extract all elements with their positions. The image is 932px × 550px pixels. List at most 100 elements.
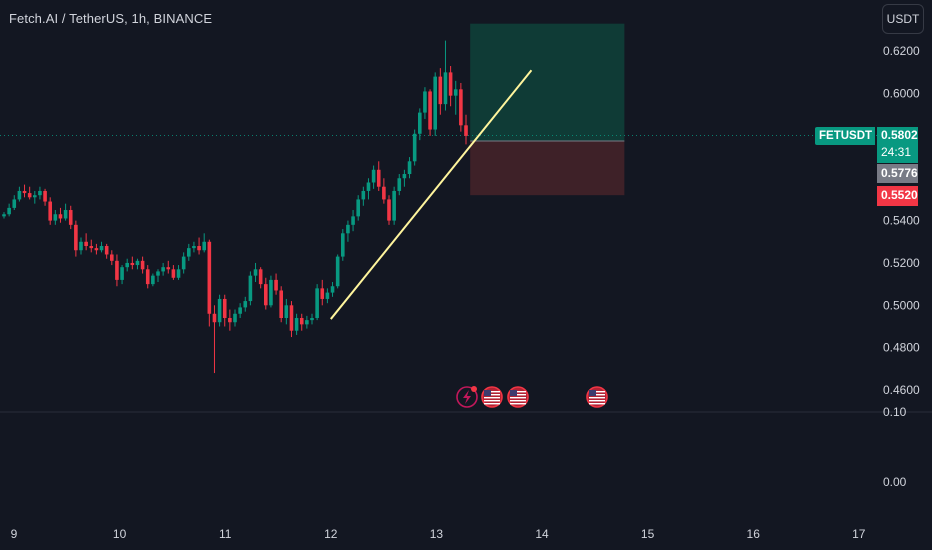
candle-body — [197, 246, 201, 251]
candle-body — [299, 318, 304, 325]
candle-body — [187, 248, 191, 257]
symbol-title[interactable]: Fetch.AI / TetherUS, 1h, BINANCE — [9, 11, 213, 26]
price-axis-label: 0.5000 — [883, 298, 920, 312]
indicator-axis-label: 0.10 — [883, 405, 907, 419]
candle-body — [156, 271, 160, 276]
candle-body — [310, 318, 314, 321]
price-axis-label: 0.5400 — [883, 214, 920, 228]
candle-body — [48, 201, 52, 221]
candle-body — [228, 318, 232, 323]
candle-body — [192, 246, 196, 249]
candle-body — [74, 224, 78, 251]
candle-body — [264, 284, 268, 306]
candle-body — [294, 318, 299, 331]
stop-price-tag: 0.5520 — [877, 186, 918, 206]
candle-body — [120, 267, 124, 280]
us-flag-event-icon[interactable] — [507, 386, 529, 408]
candle-body — [315, 288, 319, 319]
candle-body — [58, 214, 63, 219]
candle-body — [392, 190, 396, 221]
candle-body — [115, 260, 119, 280]
candle-body — [79, 241, 83, 251]
last-price-tag: 0.5802 24:31 — [877, 127, 918, 163]
candle-body — [135, 260, 140, 266]
candle-body — [38, 190, 42, 196]
time-axis-label: 13 — [430, 527, 444, 541]
candle-body — [412, 133, 417, 162]
indicator-axis[interactable]: 0.10 0.00 — [883, 405, 907, 489]
candle-body — [43, 190, 47, 202]
candle-body — [176, 269, 181, 278]
time-axis-label: 12 — [324, 527, 338, 541]
candle-body — [423, 91, 427, 113]
candle-body — [171, 269, 176, 278]
candle-body — [27, 193, 32, 198]
candle-body — [248, 275, 253, 302]
candle-body — [253, 269, 258, 276]
price-axis-label: 0.6000 — [883, 87, 920, 101]
candle-body — [305, 320, 309, 325]
trendline[interactable] — [330, 69, 533, 320]
candle-body — [110, 254, 114, 261]
economic-events[interactable] — [456, 386, 608, 408]
candle-body — [443, 72, 448, 105]
candle-body — [325, 292, 330, 299]
candle-body — [33, 195, 37, 198]
candles-layer — [2, 40, 468, 374]
candle-body — [284, 305, 289, 319]
time-axis-label: 14 — [535, 527, 549, 541]
candle-body — [371, 169, 376, 183]
price-axis[interactable]: 0.6200 0.6000 0.5400 0.5200 0.5000 0.4800 0.46… — [883, 44, 920, 397]
candle-body — [94, 248, 99, 251]
price-axis-label: 0.6200 — [883, 44, 920, 58]
candle-body — [269, 279, 273, 306]
time-axis-label: 15 — [641, 527, 655, 541]
time-axis[interactable]: 9 10 11 12 13 14 15 16 17 — [11, 527, 866, 541]
candle-body — [407, 161, 412, 175]
candle-body — [346, 224, 350, 234]
time-axis-label: 9 — [11, 527, 18, 541]
candle-body — [89, 246, 94, 249]
candle-body — [459, 89, 463, 126]
candle-body — [341, 233, 345, 257]
candle-body — [382, 186, 386, 200]
lightning-event-icon[interactable] — [456, 386, 478, 408]
candle-body — [356, 199, 360, 217]
candle-body — [243, 301, 248, 308]
loss-zone[interactable] — [470, 140, 625, 196]
candle-body — [22, 190, 27, 194]
time-axis-label: 16 — [747, 527, 761, 541]
last-price-value: 0.5802 — [881, 128, 918, 142]
us-flag-event-icon[interactable] — [481, 386, 503, 408]
candle-body — [351, 216, 355, 225]
candle-body — [320, 288, 325, 299]
profit-zone[interactable] — [470, 23, 625, 141]
long-position-tool[interactable] — [470, 23, 625, 196]
candle-body — [125, 262, 129, 268]
candle-body — [335, 256, 340, 287]
price-axis-label: 0.4600 — [883, 383, 920, 397]
candle-body — [145, 269, 150, 285]
candle-body — [330, 286, 335, 293]
price-axis-label: 0.4800 — [883, 341, 920, 355]
candle-body — [68, 210, 73, 225]
candle-body — [279, 290, 283, 319]
candle-body — [289, 305, 294, 331]
time-axis-label: 11 — [219, 527, 232, 541]
time-axis-label: 17 — [852, 527, 866, 541]
candle-body — [438, 76, 443, 105]
candle-body — [274, 279, 278, 291]
candle-body — [161, 267, 165, 272]
symbol-price-tag: FETUSDT — [815, 127, 875, 145]
entry-price-tag: 0.5776 — [877, 164, 918, 183]
indicator-axis-label: 0.00 — [883, 475, 907, 489]
candle-body — [104, 246, 109, 255]
candle-body — [17, 190, 22, 200]
candle-body — [84, 241, 88, 247]
candle-body — [7, 207, 11, 215]
currency-button[interactable]: USDT — [882, 4, 924, 34]
us-flag-event-icon[interactable] — [586, 386, 608, 408]
candle-body — [99, 246, 104, 251]
candle-body — [12, 199, 17, 208]
